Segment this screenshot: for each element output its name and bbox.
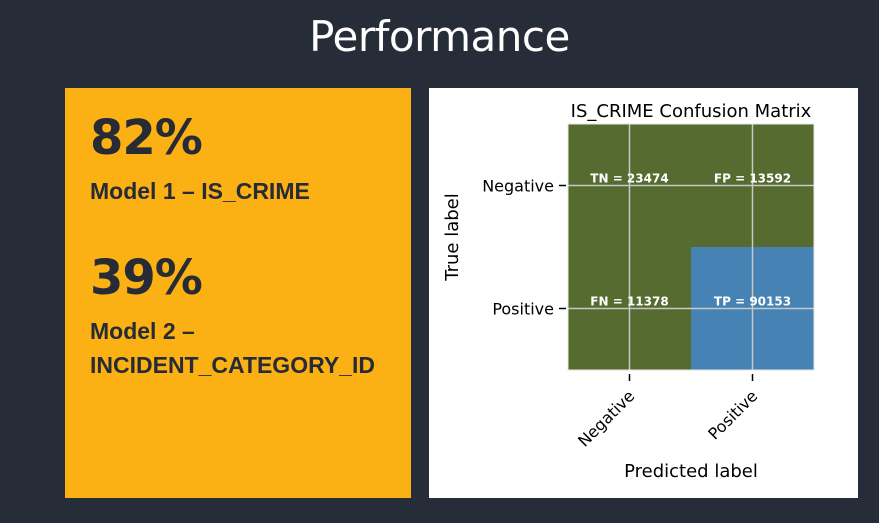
confusion-matrix-chart: IS_CRIME Confusion Matrix TN = 23474 FP = … bbox=[442, 101, 815, 482]
y-tick-label-1: Positive bbox=[492, 300, 554, 319]
cell-label-1: FP = 13592 bbox=[714, 172, 791, 186]
metric-2-value: 39% bbox=[90, 250, 203, 306]
cell-label-0: TN = 23474 bbox=[590, 172, 668, 186]
x-axis-label: Predicted label bbox=[624, 461, 758, 482]
metric-1-label: Model 1 – IS_CRIME bbox=[90, 178, 310, 204]
y-axis-label: True label bbox=[442, 193, 463, 282]
slide-title: Performance bbox=[309, 12, 570, 61]
metric-1-value: 82% bbox=[90, 110, 203, 166]
cell-label-2: FN = 11378 bbox=[590, 295, 668, 309]
x-tick-label-0: Negative bbox=[574, 386, 638, 450]
plot-frame bbox=[567, 123, 815, 371]
cell-label-3: TP = 90153 bbox=[714, 295, 791, 309]
y-tick-label-0: Negative bbox=[482, 177, 554, 196]
x-tick-label-1: Positive bbox=[704, 386, 761, 443]
metrics-panel: 82% Model 1 – IS_CRIME 39% Model 2 – INC… bbox=[65, 88, 411, 498]
metric-2-label: Model 2 – INCIDENT_CATEGORY_ID bbox=[90, 318, 375, 378]
chart-title: IS_CRIME Confusion Matrix bbox=[571, 101, 812, 122]
confusion-matrix-panel: IS_CRIME Confusion Matrix TN = 23474 FP = … bbox=[429, 88, 858, 498]
